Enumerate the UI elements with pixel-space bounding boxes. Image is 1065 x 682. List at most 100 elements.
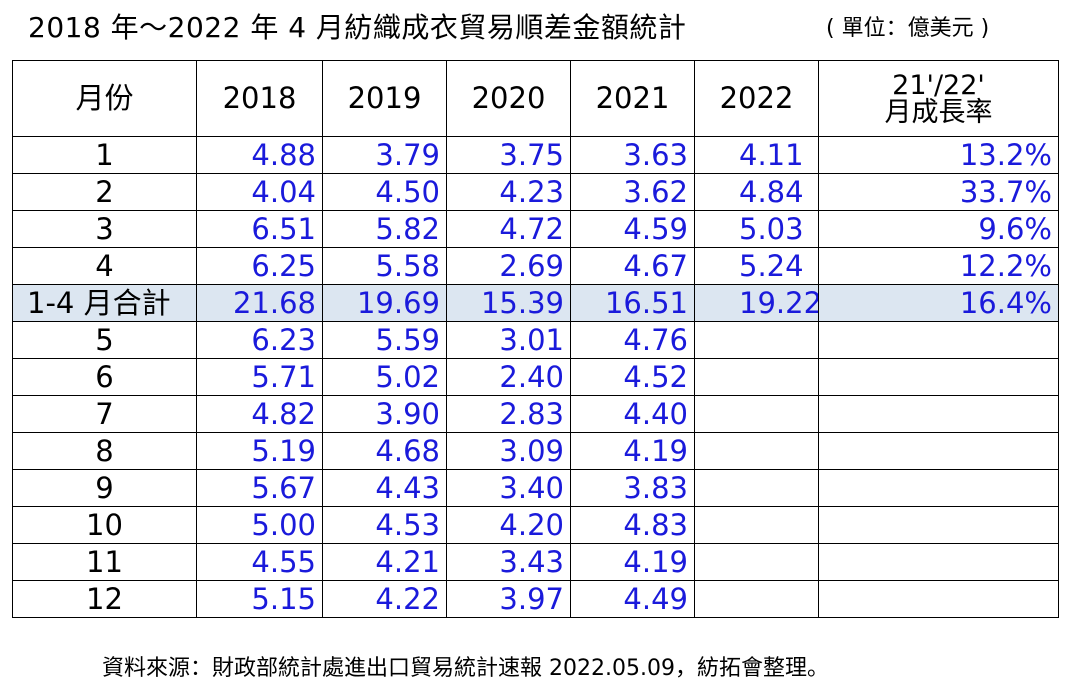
value-cell-2020: 4.72: [446, 210, 571, 248]
table-header-row: 月份 2018 2019 2020 2021 2022 21'/22' 月成長率: [12, 60, 1059, 137]
value-cell-2021: 4.59: [570, 210, 695, 248]
month-cell: 2: [12, 173, 197, 211]
header-growth-rate-line2: 月成長率: [884, 96, 993, 128]
month-cell: 10: [12, 506, 197, 544]
value-cell-2020: 2.83: [446, 395, 571, 433]
value-cell-2020: 3.97: [446, 580, 571, 618]
value-cell-2021: 4.19: [570, 543, 695, 581]
value-cell-2018: 6.25: [196, 247, 323, 285]
value-cell-2019: 4.68: [322, 432, 447, 470]
value-cell-2019: 5.02: [322, 358, 447, 396]
value-cell-2019: 5.82: [322, 210, 447, 248]
value-cell-2020: 4.23: [446, 173, 571, 211]
value-cell-2020: 4.20: [446, 506, 571, 544]
value-cell-2021: 3.62: [570, 173, 695, 211]
value-cell-2021: 3.83: [570, 469, 695, 507]
table-row: 9 5.67 4.43 3.40 3.83: [12, 469, 1059, 507]
value-cell-2022: [694, 358, 819, 396]
month-cell: 1-4 月合計: [12, 284, 197, 322]
value-cell-2021: 4.67: [570, 247, 695, 285]
value-cell-2018: 5.71: [196, 358, 323, 396]
value-cell-2021: 16.51: [570, 284, 695, 322]
value-cell-2018: 5.67: [196, 469, 323, 507]
value-cell-2020: 3.01: [446, 321, 571, 359]
value-cell-2022: [694, 543, 819, 581]
value-cell-2019: 3.90: [322, 395, 447, 433]
value-cell-2018: 6.23: [196, 321, 323, 359]
value-cell-2021: 4.83: [570, 506, 695, 544]
table-row: 1 4.88 3.79 3.75 3.63 4.11 13.2%: [12, 136, 1059, 174]
table-row: 5 6.23 5.59 3.01 4.76: [12, 321, 1059, 359]
value-cell-2021: 4.49: [570, 580, 695, 618]
value-cell-2022: [694, 432, 819, 470]
value-cell-2022: [694, 469, 819, 507]
value-cell-2019: 5.59: [322, 321, 447, 359]
header-2021: 2021: [570, 60, 695, 137]
header-growth-rate-line1: 21'/22': [892, 69, 985, 101]
table-row: 3 6.51 5.82 4.72 4.59 5.03 9.6%: [12, 210, 1059, 248]
value-cell-2020: 3.75: [446, 136, 571, 174]
growth-rate-cell: [818, 395, 1059, 433]
table-row: 8 5.19 4.68 3.09 4.19: [12, 432, 1059, 470]
table-row: 6 5.71 5.02 2.40 4.52: [12, 358, 1059, 396]
value-cell-2018: 4.88: [196, 136, 323, 174]
value-cell-2019: 4.22: [322, 580, 447, 618]
month-cell: 11: [12, 543, 197, 581]
value-cell-2018: 4.04: [196, 173, 323, 211]
value-cell-2019: 4.43: [322, 469, 447, 507]
value-cell-2022: [694, 395, 819, 433]
value-cell-2022: 19.22: [694, 284, 819, 322]
value-cell-2019: 5.58: [322, 247, 447, 285]
source-note: 資料來源：財政部統計處進出口貿易統計速報 2022.05.09，紡拓會整理。: [102, 656, 829, 681]
month-cell: 5: [12, 321, 197, 359]
value-cell-2022: [694, 506, 819, 544]
growth-rate-cell: [818, 358, 1059, 396]
value-cell-2018: 5.15: [196, 580, 323, 618]
value-cell-2018: 4.55: [196, 543, 323, 581]
table-row: 11 4.55 4.21 3.43 4.19: [12, 543, 1059, 581]
table-row: 2 4.04 4.50 4.23 3.62 4.84 33.7%: [12, 173, 1059, 211]
growth-rate-cell: [818, 506, 1059, 544]
unit-label: ( 單位：億美元 ): [826, 16, 990, 41]
month-cell: 8: [12, 432, 197, 470]
value-cell-2020: 2.69: [446, 247, 571, 285]
value-cell-2019: 4.21: [322, 543, 447, 581]
header-month: 月份: [12, 60, 197, 137]
month-cell: 7: [12, 395, 197, 433]
growth-rate-cell: 12.2%: [818, 247, 1059, 285]
growth-rate-cell: [818, 543, 1059, 581]
value-cell-2018: 5.19: [196, 432, 323, 470]
growth-rate-cell: 33.7%: [818, 173, 1059, 211]
value-cell-2022: 4.11: [694, 136, 819, 174]
value-cell-2021: 3.63: [570, 136, 695, 174]
value-cell-2020: 2.40: [446, 358, 571, 396]
value-cell-2022: [694, 321, 819, 359]
table-row: 7 4.82 3.90 2.83 4.40: [12, 395, 1059, 433]
trade-surplus-table: 月份 2018 2019 2020 2021 2022 21'/22' 月成長率…: [12, 60, 1059, 618]
value-cell-2019: 19.69: [322, 284, 447, 322]
value-cell-2019: 4.53: [322, 506, 447, 544]
table-row: 10 5.00 4.53 4.20 4.83: [12, 506, 1059, 544]
value-cell-2018: 4.82: [196, 395, 323, 433]
table-row: 12 5.15 4.22 3.97 4.49: [12, 580, 1059, 618]
table-total-row: 1-4 月合計 21.68 19.69 15.39 16.51 19.22 16.4%: [12, 284, 1059, 322]
growth-rate-cell: [818, 432, 1059, 470]
growth-rate-cell: [818, 469, 1059, 507]
value-cell-2020: 3.43: [446, 543, 571, 581]
value-cell-2022: 5.24: [694, 247, 819, 285]
header-2022: 2022: [694, 60, 819, 137]
value-cell-2022: [694, 580, 819, 618]
header-growth-rate: 21'/22' 月成長率: [818, 60, 1059, 137]
month-cell: 12: [12, 580, 197, 618]
value-cell-2021: 4.76: [570, 321, 695, 359]
month-cell: 6: [12, 358, 197, 396]
value-cell-2020: 3.09: [446, 432, 571, 470]
value-cell-2021: 4.19: [570, 432, 695, 470]
value-cell-2020: 15.39: [446, 284, 571, 322]
header-2020: 2020: [446, 60, 571, 137]
growth-rate-cell: [818, 321, 1059, 359]
value-cell-2022: 4.84: [694, 173, 819, 211]
header-2018: 2018: [196, 60, 323, 137]
month-cell: 4: [12, 247, 197, 285]
growth-rate-cell: 9.6%: [818, 210, 1059, 248]
